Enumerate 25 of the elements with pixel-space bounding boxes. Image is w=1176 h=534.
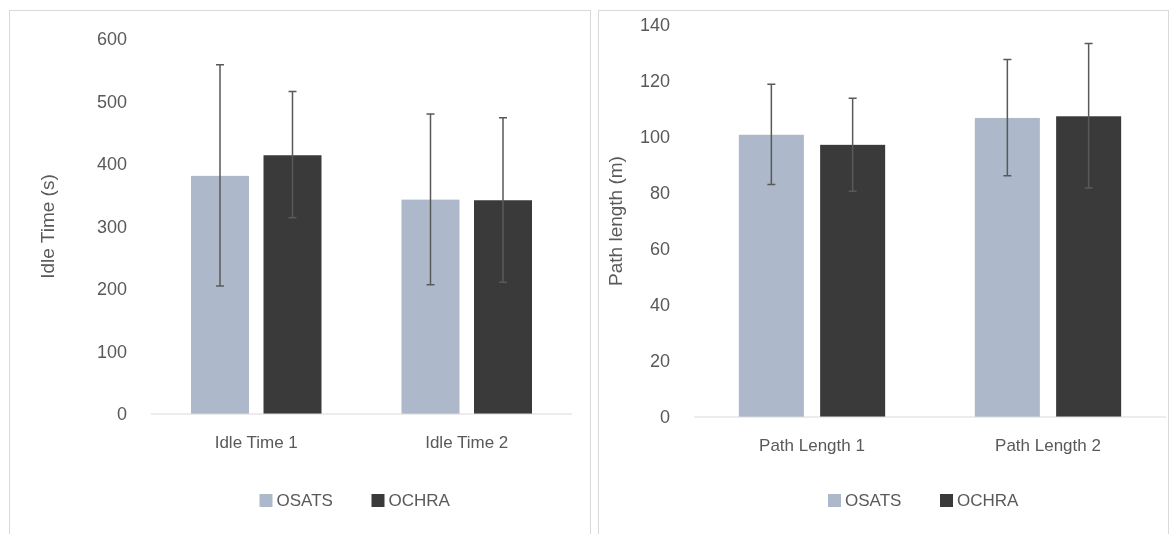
x-tick-label: Idle Time 1: [214, 433, 298, 452]
y-tick-label: 20: [649, 351, 670, 372]
legend-label: OCHRA: [957, 490, 1020, 510]
y-tick-label: 100: [96, 341, 127, 362]
y-tick-label: 60: [649, 239, 670, 260]
y-axis-title: Path length (m): [605, 156, 626, 286]
y-tick-label: 0: [659, 407, 670, 428]
y-tick-label: 140: [639, 15, 670, 36]
x-tick-label: Path Length 2: [995, 436, 1101, 455]
y-tick-label: 100: [639, 127, 670, 148]
y-tick-label: 120: [639, 71, 670, 92]
y-axis-title: Idle Time (s): [37, 174, 58, 279]
y-tick-label: 200: [96, 279, 127, 300]
legend-label: OSATS: [276, 490, 333, 510]
y-tick-label: 400: [96, 154, 127, 175]
legend-label: OCHRA: [388, 490, 451, 510]
x-tick-label: Idle Time 2: [425, 433, 509, 452]
y-tick-label: 0: [116, 404, 127, 425]
y-tick-label: 40: [649, 295, 670, 316]
legend-label: OSATS: [845, 490, 902, 510]
y-tick-label: 500: [96, 91, 127, 112]
y-tick-label: 600: [96, 29, 127, 50]
y-tick-label: 80: [649, 183, 670, 204]
x-tick-label: Path Length 1: [759, 436, 865, 455]
y-tick-label: 300: [96, 216, 127, 237]
